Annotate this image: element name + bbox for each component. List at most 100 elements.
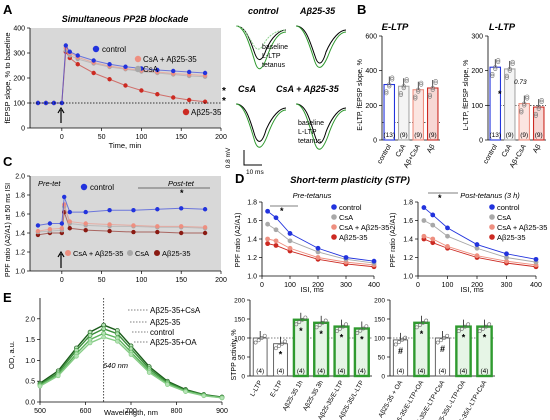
panel-f-n-label: (4): [338, 368, 346, 375]
trace-label-baseline-top: baseline: [262, 44, 288, 51]
panel-f-ytick-label: 0: [241, 374, 245, 381]
panel-d-pre-chart: 1.0 1.2 1.4 1.6 1.8 0 100 200 300 400: [247, 200, 380, 290]
panel-a-xlabel: Time, min: [109, 141, 142, 150]
panel-b-ltp-dot: [416, 89, 421, 94]
panel-b-ltp-dot: [398, 92, 403, 98]
panel-b-ltp-dot: [427, 92, 432, 98]
panel-b-ltp-ytick-label: 400: [365, 68, 377, 75]
panel-e-series-line: [39, 324, 223, 398]
panel-c-pretet: Pre-tet: [38, 179, 61, 188]
panel-c-point: [202, 207, 208, 212]
panel-f-dot: [262, 333, 267, 338]
panel-b-lltp-dot: [507, 68, 512, 73]
panel-f-dot: [364, 324, 369, 329]
panel-f-dot: [341, 324, 345, 329]
panel-f-sig-mark: *: [462, 333, 466, 343]
panel-b-lltp-ytick-label: 0: [479, 138, 483, 145]
panel-f-ytick-label: 200: [374, 298, 385, 305]
trace-label-lltp-bottom: L-LTP: [298, 129, 317, 136]
legend-c-control: control: [90, 183, 114, 192]
panel-f-sig-mark: *: [360, 335, 364, 345]
panel-e-xtick-label: 500: [34, 408, 46, 415]
panel-c-series: [35, 194, 208, 238]
panel-c-point: [179, 230, 184, 236]
panel-d-sub2: Post-tetanus (3 h): [460, 191, 520, 200]
legend-c-csa-marker: [127, 250, 133, 256]
panel-b-lltp-n-label: (9): [506, 132, 514, 139]
panel-f-dot: [256, 338, 261, 343]
trace-scale-y: 0.8 mV: [225, 147, 232, 168]
panel-b-ltp-dot: [404, 77, 409, 82]
panel-f-n-label: (4): [460, 368, 468, 375]
panel-f-dot: [477, 329, 482, 334]
panel-e-point: [183, 389, 188, 394]
panel-a-point: [171, 68, 176, 74]
panel-f-dot: [466, 322, 471, 327]
panel-b-lltp-dot: [490, 72, 495, 77]
panel-f-dot: [335, 329, 339, 334]
panel-e-point: [101, 334, 107, 340]
panel-d-pre-ytick-label: 1.8: [247, 200, 257, 207]
panel-f-xtick-label: Aβ25-35 1h: [282, 379, 305, 412]
panel-f-dot: [344, 322, 348, 327]
panel-d-pre-point: [287, 238, 293, 244]
legend-a-csa-abeta: CsA + Aβ25-35: [143, 55, 197, 64]
panel-b-lltp-dot: [522, 103, 527, 108]
panel-c-ytick-label: 1.4: [15, 231, 25, 238]
panel-c-point: [131, 223, 136, 228]
panel-a-point: [139, 88, 144, 93]
panel-f-sig-mark: #: [398, 346, 403, 356]
panel-b-ltp-dot: [384, 89, 389, 94]
panel-a-xtick-label: 100: [136, 134, 148, 141]
panel-e-xtick-label: 800: [171, 408, 183, 415]
panel-b-ltp-dot: [390, 77, 395, 82]
trace-label-lltp-top: L-LTP: [262, 53, 281, 60]
legend-c-abeta-marker: [154, 250, 160, 256]
panel-f-dot: [323, 318, 328, 323]
panel-f-dot: [435, 340, 440, 345]
traces-panel: control Aβ25-35 CsA CsA + Aβ25-35 baseli…: [225, 6, 347, 176]
panel-b-ltp-ytick-label: 200: [365, 103, 377, 110]
panel-e-point: [74, 353, 79, 359]
panel-e-point: [201, 393, 207, 399]
panel-b-lltp-dot: [507, 66, 512, 72]
panel-a-sig-star-1: *: [222, 86, 226, 97]
legend-d1-control-marker: [331, 204, 337, 210]
panel-f-ytick-label: 150: [234, 317, 245, 324]
panel-f-sig-mark: *: [340, 333, 344, 343]
panel-b-lltp-dot: [519, 110, 524, 115]
panel-b-lltp-ytick-label: 200: [471, 68, 483, 75]
panel-f-ylabel: STPP activity, %: [231, 329, 238, 380]
panel-d-pre-point: [265, 221, 270, 227]
panel-d-post-point: [474, 245, 480, 251]
panel-e-ytick-label: 1.0: [25, 358, 35, 365]
panel-b: E-LTP L-LTP E-LTP, fEPSP slope, % L-LTP,…: [357, 22, 546, 170]
panel-a-point: [35, 100, 41, 106]
panel-a-xtick-label: 0: [60, 134, 64, 141]
panel-d-post-point: [474, 242, 480, 247]
panel-f-ytick-label: 100: [374, 336, 385, 343]
panel-d-post-point: [504, 251, 509, 257]
panel-e-point: [114, 338, 120, 344]
panel-f-n-label: (4): [297, 368, 305, 375]
trace-csa-lltp: [235, 103, 287, 148]
panel-e-xlabel: Wavelength, nm: [104, 408, 158, 417]
panel-b-lltp-dot: [510, 59, 515, 65]
panel-d-pre-point: [315, 245, 321, 251]
panel-c-point: [47, 221, 53, 226]
panel-b-lltp-dot: [510, 61, 515, 66]
panel-d-post-point: [430, 240, 436, 246]
panel-d-pre-point: [273, 238, 279, 244]
panel-d-ylabel-2: PPF ratio (A2/A1): [390, 213, 397, 268]
panel-f-dot: [283, 339, 287, 344]
legend-c-abeta: Aβ25-35: [162, 249, 191, 258]
panel-a-point: [59, 100, 65, 106]
panel-d-pre-point: [315, 249, 321, 255]
panel-d-post-ytick-label: 1.0: [403, 274, 413, 281]
panel-f-sig-mark: *: [319, 329, 323, 339]
panel-d-post-chart: 1.0 1.2 1.4 1.6 1.8 0 100 200 300 400: [403, 200, 542, 290]
panel-c-point: [107, 228, 112, 234]
panel-d-pre-ytick-label: 1.4: [247, 237, 257, 244]
panel-d-post-point: [430, 212, 436, 218]
trace-label-tetanus-bottom: tetanus: [298, 138, 321, 145]
